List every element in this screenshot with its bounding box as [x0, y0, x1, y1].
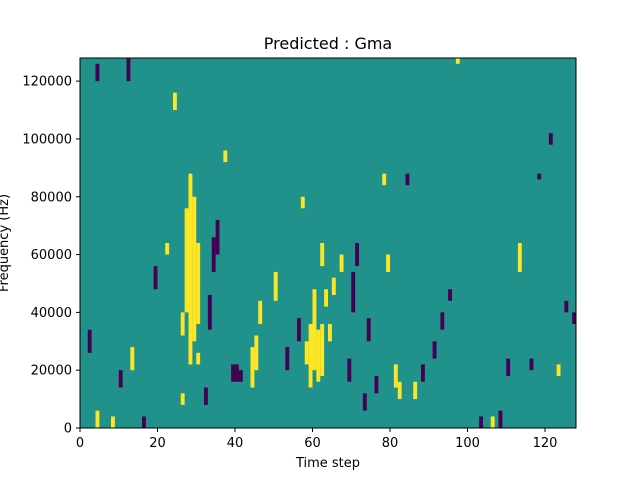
x-tick-label: 100	[455, 436, 480, 451]
heatmap-cell	[95, 410, 100, 428]
x-axis-title: Time step	[295, 456, 360, 471]
axes-frame	[79, 57, 577, 429]
y-tick-label: 120000	[22, 75, 72, 90]
heatmap-cell	[223, 150, 228, 163]
heatmap-cell	[304, 341, 309, 365]
heatmap-cell	[386, 254, 391, 272]
heatmap-cell	[142, 416, 146, 428]
y-tick-label: 100000	[22, 132, 72, 147]
y-tick-label: 80000	[31, 190, 72, 205]
x-tick-label: 40	[227, 436, 244, 451]
heatmap-cell	[339, 254, 344, 272]
heatmap-cell	[130, 347, 135, 371]
x-tick-label: 0	[76, 436, 84, 451]
heatmap-cell	[413, 381, 418, 400]
heatmap-cell	[188, 173, 193, 365]
chart-title: Predicted : Gma	[264, 34, 392, 53]
heatmap-cell	[238, 370, 243, 382]
heatmap-cell	[537, 173, 542, 180]
y-tick-label: 0	[64, 422, 72, 437]
heatmap-cell	[362, 393, 367, 411]
heatmap-cell	[250, 347, 255, 388]
heatmap-cell	[95, 63, 100, 82]
heatmap-cell	[432, 341, 437, 359]
heatmap-cell	[331, 277, 336, 296]
heatmap-cell	[517, 243, 522, 272]
heatmap-cell	[165, 243, 170, 255]
heatmap-cell	[393, 364, 398, 388]
heatmap-cell	[235, 364, 239, 382]
heatmap-cell	[556, 364, 561, 376]
heatmap-cell	[184, 208, 189, 313]
x-tick-label: 60	[304, 436, 321, 451]
heatmap-cell	[320, 323, 325, 376]
heatmap-cell	[328, 323, 332, 342]
heatmap-cell	[351, 271, 356, 313]
heatmap-cell	[312, 289, 317, 371]
y-tick-label: 20000	[31, 364, 72, 379]
heatmap-background	[80, 58, 576, 428]
heatmap-cell	[440, 312, 445, 330]
y-axis-ticks: 0 20000 40000 60000 80000 100000 120000	[22, 75, 80, 437]
heatmap-cell	[204, 387, 208, 405]
heatmap-cell	[211, 237, 216, 272]
heatmap-cell	[421, 364, 425, 382]
heatmap-cell	[572, 312, 577, 324]
heatmap-cells	[87, 58, 577, 428]
heatmap-cell	[300, 196, 305, 209]
heatmap-plot-area	[80, 58, 577, 428]
heatmap-cell	[397, 381, 402, 400]
heatmap-cell	[118, 370, 123, 388]
heatmap-cell	[382, 173, 387, 186]
heatmap-cell	[196, 352, 201, 365]
y-tick-label: 60000	[31, 248, 72, 263]
heatmap-cell	[490, 416, 495, 428]
x-tick-label: 80	[382, 436, 399, 451]
heatmap-cell	[564, 300, 569, 313]
heatmap-cell	[87, 329, 92, 353]
heatmap-cell	[196, 243, 201, 324]
heatmap-cell	[308, 323, 313, 388]
heatmap-cell	[153, 266, 158, 290]
heatmap-cell	[273, 271, 278, 301]
heatmap-cell	[180, 393, 185, 405]
heatmap-cell	[455, 58, 460, 64]
heatmap-cell	[126, 58, 131, 82]
heatmap-cell	[405, 173, 410, 186]
heatmap-cell	[254, 335, 259, 371]
heatmap-cell	[355, 243, 360, 267]
heatmap-cell	[366, 318, 371, 342]
heatmap-cell	[448, 289, 453, 301]
x-tick-label: 120	[533, 436, 558, 451]
heatmap-cell	[347, 358, 352, 382]
heatmap-cell	[215, 219, 220, 255]
heatmap-cell	[320, 243, 325, 267]
heatmap-cell	[316, 329, 321, 382]
heatmap-cell	[324, 289, 329, 307]
heatmap-cell	[506, 358, 511, 376]
heatmap-cell	[111, 416, 115, 428]
heatmap-cell	[498, 410, 503, 428]
heatmap-cell	[548, 133, 553, 145]
heatmap-cell	[258, 300, 263, 324]
heatmap-cell	[297, 318, 301, 342]
heatmap-cell	[479, 416, 484, 428]
heatmap-cell	[173, 92, 177, 111]
heatmap-cell	[231, 364, 236, 382]
heatmap-cell	[180, 312, 185, 336]
x-tick-label: 20	[149, 436, 166, 451]
x-axis-ticks: 0 20 40 60 80 100 120	[76, 428, 558, 451]
heatmap-cell	[374, 375, 379, 394]
heatmap-cell	[285, 347, 290, 371]
y-axis-title: Frequency (Hz)	[0, 194, 12, 292]
heatmap-cell	[529, 358, 534, 371]
heatmap-cell	[192, 196, 197, 342]
heatmap-cell	[207, 295, 212, 330]
y-tick-label: 40000	[31, 306, 72, 321]
